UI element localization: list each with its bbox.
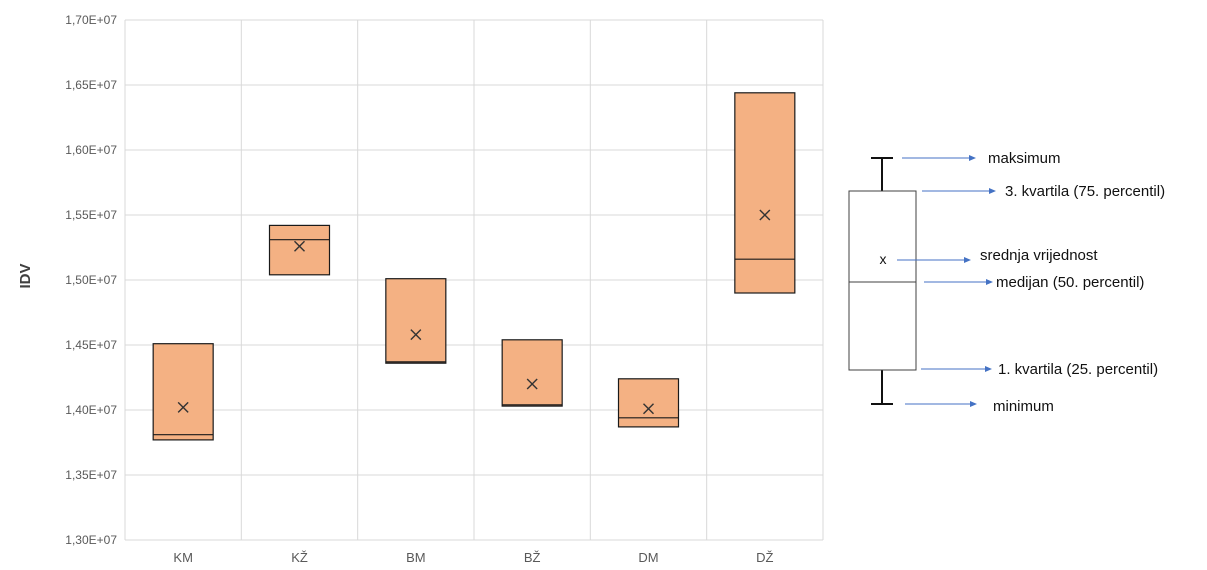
mean-marker-BŽ — [526, 378, 538, 390]
x-tick-label: BM — [406, 550, 426, 565]
legend-label-min: minimum — [993, 398, 1054, 415]
box-DŽ — [734, 92, 796, 294]
legend-label-mean: srednja vrijednost — [980, 247, 1098, 264]
y-tick-label: 1,40E+07 — [65, 403, 117, 417]
legend-label-q3: 3. kvartila (75. percentil) — [1005, 183, 1165, 200]
mean-marker-DŽ — [759, 209, 771, 221]
legend-label-max: maksimum — [988, 150, 1061, 167]
y-tick-label: 1,70E+07 — [65, 13, 117, 27]
y-tick-label: 1,60E+07 — [65, 143, 117, 157]
y-tick-label: 1,30E+07 — [65, 533, 117, 547]
x-axis-ticks: KM KŽ BM BŽ DM DŽ — [173, 550, 773, 565]
x-tick-label: BŽ — [524, 550, 541, 565]
legend-label-median: medijan (50. percentil) — [996, 274, 1144, 291]
box-KŽ — [268, 224, 331, 276]
x-tick-label: KM — [173, 550, 193, 565]
y-axis-label: IDV — [17, 263, 34, 288]
x-tick-label: DŽ — [756, 550, 773, 565]
y-tick-label: 1,65E+07 — [65, 78, 117, 92]
x-tick-label: DM — [638, 550, 658, 565]
y-tick-label: 1,45E+07 — [65, 338, 117, 352]
legend-box — [848, 190, 917, 371]
y-tick-label: 1,55E+07 — [65, 208, 117, 222]
plot-grid — [124, 19, 824, 541]
mean-marker-KŽ — [294, 240, 305, 252]
y-tick-label: 1,35E+07 — [65, 468, 117, 482]
mean-marker-KM — [177, 401, 189, 413]
legend-mean-marker: x — [880, 251, 887, 267]
mean-marker-DM — [643, 403, 654, 415]
y-tick-label: 1,50E+07 — [65, 273, 117, 287]
box-KM — [152, 343, 214, 441]
y-axis-ticks: 1,30E+07 1,35E+07 1,40E+07 1,45E+07 1,50E+07… — [65, 13, 117, 547]
mean-marker-BM — [410, 329, 422, 341]
plot-boxes — [152, 92, 796, 441]
box-BM — [385, 278, 447, 364]
box-DM — [617, 378, 680, 428]
legend-label-q1: 1. kvartila (25. percentil) — [998, 361, 1158, 378]
boxplot-legend: x maksimum 3. kvartila (75. percentil) s… — [848, 150, 1165, 415]
box-BŽ — [501, 339, 563, 407]
x-tick-label: KŽ — [291, 550, 308, 565]
